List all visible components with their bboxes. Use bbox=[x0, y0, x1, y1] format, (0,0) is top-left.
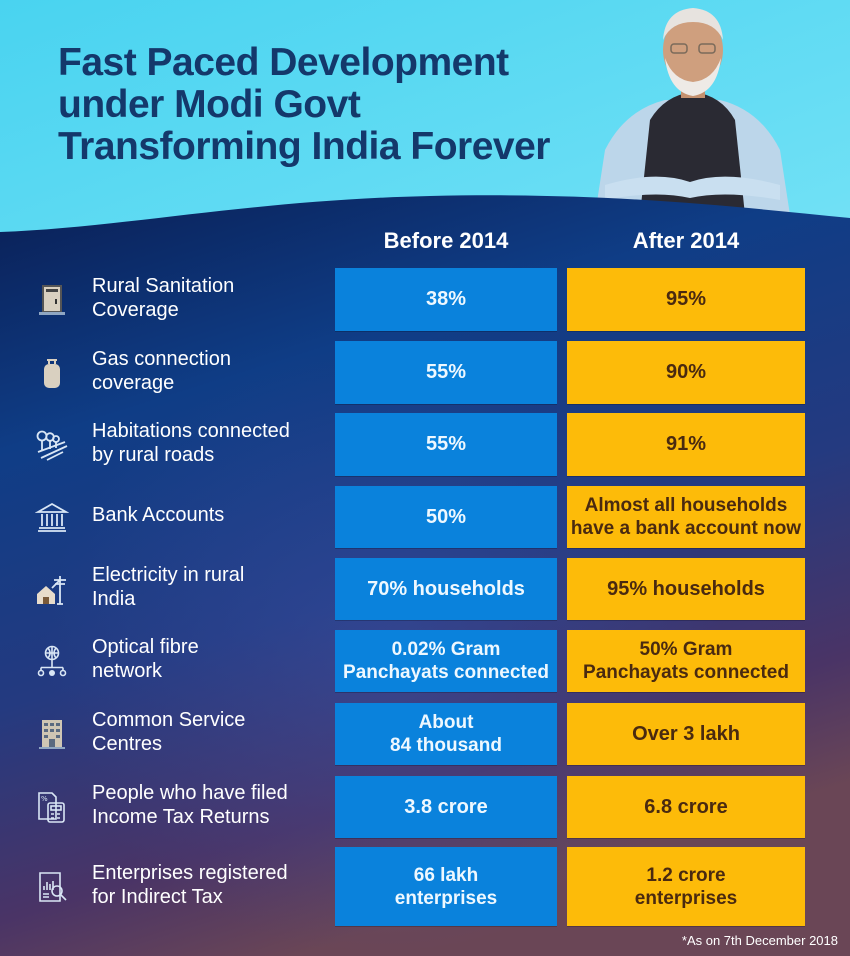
bank-icon bbox=[35, 502, 69, 532]
value-line: 70% households bbox=[367, 577, 525, 600]
row-label: Electricity in rural India bbox=[92, 563, 244, 611]
house-power-pole-icon bbox=[37, 576, 66, 605]
column-header-before: Before 2014 bbox=[383, 228, 509, 253]
value-cell-after: 6.8 crore bbox=[567, 776, 805, 838]
value-line: 66 lakh bbox=[413, 864, 479, 886]
value-cell-after: Almost all households have a bank account… bbox=[567, 486, 805, 548]
value-line: 50% Gram bbox=[639, 639, 733, 660]
value-line: enterprises bbox=[634, 887, 738, 909]
value-cell-after: Over 3 lakh bbox=[567, 703, 805, 765]
value-line: 95% households bbox=[607, 577, 765, 600]
row-label: Bank Accounts bbox=[92, 503, 224, 527]
row-label-line: Coverage bbox=[92, 298, 179, 321]
row-label: Common Service Centres bbox=[92, 708, 245, 756]
value-line: Over 3 lakh bbox=[632, 722, 740, 745]
value-line: have a bank account now bbox=[570, 518, 802, 539]
row-label-line: Enterprises registered bbox=[92, 861, 288, 884]
row-label-line: by rural roads bbox=[92, 443, 215, 466]
table-row: % People who have filed Income Tax Returns… bbox=[0, 776, 850, 838]
value-cell-before: 3.8 crore bbox=[335, 776, 557, 838]
tax-calculator-icon: % bbox=[38, 792, 65, 823]
row-label-line: coverage bbox=[92, 371, 175, 394]
value-line: 3.8 crore bbox=[404, 795, 488, 818]
svg-text:%: % bbox=[41, 795, 48, 803]
value-line: enterprises bbox=[394, 887, 498, 909]
table-row: Optical fibre network 0.02% Gram Panchayats… bbox=[0, 630, 850, 692]
table-row: Bank Accounts 50% Almost all households hav… bbox=[0, 486, 850, 548]
row-label-line: Income Tax Returns bbox=[92, 806, 270, 828]
value-line: About bbox=[418, 712, 474, 733]
globe-network-icon bbox=[37, 645, 67, 677]
column-header-after: After 2014 bbox=[632, 228, 740, 253]
table-row: Gas connection coverage 55% 90% bbox=[0, 341, 850, 404]
value-cell-before: 38% bbox=[335, 268, 557, 331]
value-line: 50% bbox=[425, 505, 467, 528]
value-cell-after: 91% bbox=[567, 413, 805, 476]
gas-cylinder-icon bbox=[44, 358, 60, 388]
value-cell-before: 0.02% Gram Panchayats connected bbox=[335, 630, 557, 692]
value-cell-before: 55% bbox=[335, 341, 557, 404]
table-row: Enterprises registered for Indirect Tax 66… bbox=[0, 847, 850, 926]
value-line: 0.02% Gram bbox=[391, 639, 501, 660]
tax-document-search-icon bbox=[39, 871, 67, 902]
table-row: Electricity in rural India 70% households 9… bbox=[0, 558, 850, 620]
value-cell-after: 95% households bbox=[567, 558, 805, 620]
row-label-line: for Indirect Tax bbox=[92, 885, 223, 908]
title-line-2: under Modi Govt bbox=[58, 83, 361, 126]
value-line: 1.2 crore bbox=[646, 864, 726, 886]
title-line-3: Transforming India Forever bbox=[58, 125, 550, 168]
value-cell-after: 90% bbox=[567, 341, 805, 404]
building-icon bbox=[39, 720, 65, 749]
value-cell-after: 1.2 crore enterprises bbox=[567, 847, 805, 926]
portrait-image bbox=[595, 8, 790, 215]
value-line: 38% bbox=[425, 288, 467, 310]
table-row: Habitations connected by rural roads 55% 91… bbox=[0, 413, 850, 476]
row-label-line: Bank Accounts bbox=[92, 504, 225, 526]
value-line: Panchayats connected bbox=[583, 662, 789, 683]
rural-road-icon bbox=[36, 430, 68, 461]
value-cell-after: 50% Gram Panchayats connected bbox=[567, 630, 805, 692]
value-line: 84 thousand bbox=[390, 735, 502, 756]
row-label-line: People who have filed bbox=[92, 782, 288, 804]
value-line: 95% bbox=[665, 288, 707, 310]
row-label: Enterprises registered for Indirect Tax bbox=[92, 861, 288, 909]
value-line: 6.8 crore bbox=[644, 795, 728, 818]
row-label-line: Rural Sanitation bbox=[92, 274, 235, 297]
title-line-1: Fast Paced Development bbox=[58, 41, 509, 84]
row-label-line: Gas connection bbox=[92, 347, 231, 370]
page-title: Fast Paced Development under Modi Govt T… bbox=[58, 42, 550, 168]
value-cell-before: 70% households bbox=[335, 558, 557, 620]
value-line: 90% bbox=[665, 361, 707, 383]
row-label: People who have filed Income Tax Returns bbox=[92, 781, 288, 829]
row-label: Rural Sanitation Coverage bbox=[92, 274, 234, 322]
value-line: 55% bbox=[425, 433, 467, 455]
table-row: Rural Sanitation Coverage 38% 95% bbox=[0, 268, 850, 331]
value-line: Panchayats connected bbox=[343, 662, 549, 683]
row-label-line: Optical fibre bbox=[92, 636, 199, 658]
value-line: 55% bbox=[425, 361, 467, 383]
row-label: Habitations connected by rural roads bbox=[92, 419, 290, 467]
row-label-line: India bbox=[92, 588, 136, 610]
value-cell-before: 50% bbox=[335, 486, 557, 548]
toilet-door-icon bbox=[39, 284, 65, 315]
row-label: Gas connection coverage bbox=[92, 347, 231, 395]
value-line: 91% bbox=[665, 433, 707, 455]
value-cell-before: About 84 thousand bbox=[335, 703, 557, 765]
row-label-line: Electricity in rural bbox=[92, 564, 245, 586]
value-cell-after: 95% bbox=[567, 268, 805, 331]
table-row: Common Service Centres About 84 thousand Ove… bbox=[0, 703, 850, 765]
value-line: Almost all households bbox=[584, 495, 788, 516]
row-label: Optical fibre network bbox=[92, 635, 199, 683]
row-label-line: network bbox=[92, 660, 163, 682]
value-cell-before: 66 lakh enterprises bbox=[335, 847, 557, 926]
row-label-line: Habitations connected bbox=[92, 419, 290, 442]
row-label-line: Centres bbox=[92, 733, 163, 755]
footnote: *As on 7th December 2018 bbox=[681, 933, 838, 948]
value-cell-before: 55% bbox=[335, 413, 557, 476]
row-label-line: Common Service bbox=[92, 709, 246, 731]
